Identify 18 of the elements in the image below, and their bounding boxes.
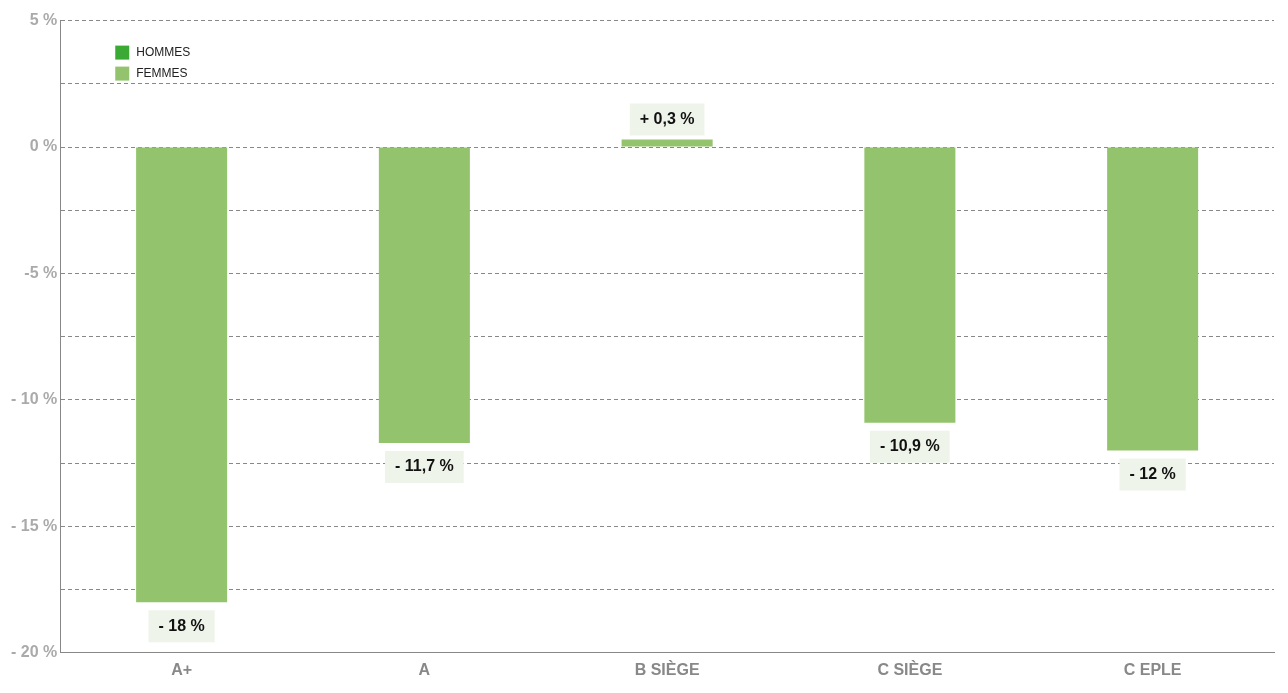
x-tick-label: B SIÈGE [634,659,700,678]
data-label: + 0,3 % [639,109,695,127]
legend-label: HOMMES [136,44,191,59]
y-tick-label: - 20 % [10,643,58,661]
data-label: - 18 % [158,616,205,634]
y-tick-label: - 10 % [10,390,58,408]
data-label: - 12 % [1129,464,1176,482]
data-label: - 10,9 % [880,437,940,455]
data-label: - 11,7 % [395,457,454,475]
x-tick-label: C SIÈGE [877,659,943,678]
y-tick-label: 0 % [29,137,58,155]
y-tick-label: -5 % [24,263,58,281]
x-tick-label: A [418,660,431,678]
x-tick-label: A+ [171,660,193,678]
y-tick-label: 5 % [29,11,58,29]
y-tick-label: - 15 % [10,516,58,534]
x-tick-label: C EPLE [1123,660,1182,678]
legend-label: FEMMES [136,65,188,80]
